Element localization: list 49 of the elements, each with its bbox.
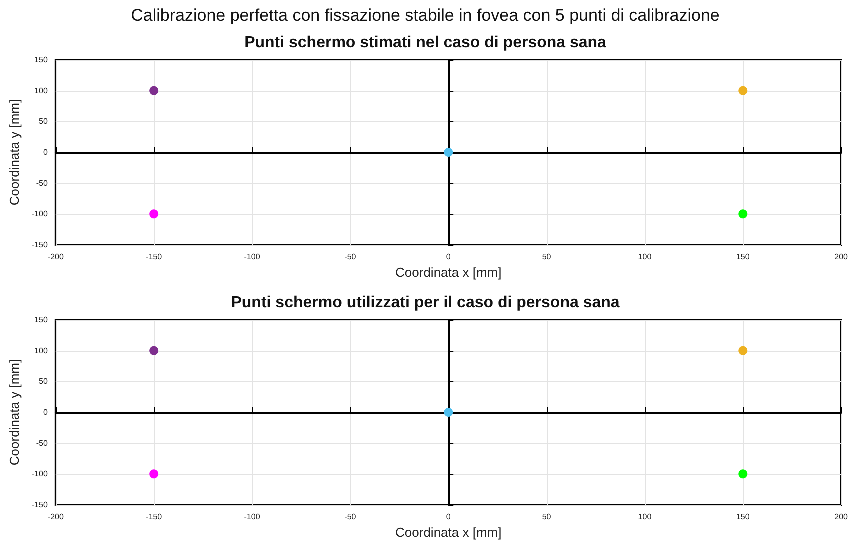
- x-tick-label: -200: [48, 512, 64, 522]
- x-tick-label: -100: [244, 252, 261, 262]
- y-tick-label: -150: [32, 240, 48, 250]
- x-tick-label: 150: [736, 252, 750, 262]
- x-tick-label: 150: [736, 512, 750, 522]
- y-tick-label: 150: [34, 316, 48, 324]
- x-tick-label: 200: [834, 252, 849, 262]
- text: Calibrazione perfetta con fissazione stabile in fovea con 5 punti di calibrazione: [130, 6, 721, 26]
- point: [738, 210, 748, 219]
- x-tick-label: 200: [834, 512, 849, 522]
- x-tick-label: -100: [244, 512, 261, 522]
- y-tick-label: -100: [32, 470, 48, 479]
- point: [444, 148, 454, 157]
- point: [444, 408, 454, 417]
- point: [150, 470, 159, 479]
- x-tick-label: -50: [344, 252, 357, 262]
- x-axis-title: Coordinata x [mm]: [396, 264, 502, 280]
- x-tick-label: -200: [48, 252, 64, 262]
- x-tick-label: 0: [446, 252, 452, 262]
- y-tick-label: 50: [39, 117, 48, 126]
- x-tick-label: 100: [638, 512, 652, 522]
- x-tick-label: 100: [638, 252, 652, 262]
- y-tick-label: 0: [43, 148, 48, 157]
- point: [150, 86, 159, 96]
- y-tick-label: 0: [43, 408, 48, 417]
- x-tick-label: 50: [542, 512, 552, 522]
- y-tick-label: 100: [34, 86, 48, 96]
- y-tick-label: -50: [36, 438, 48, 448]
- point: [738, 346, 748, 356]
- chart-title: Punti schermo utilizzati per il caso di persona sana: [231, 294, 620, 312]
- y-tick-label: 150: [34, 56, 48, 64]
- point: [150, 210, 159, 219]
- x-tick-label: -150: [146, 252, 163, 262]
- point: [738, 470, 748, 479]
- x-tick-label: -50: [344, 512, 357, 522]
- chart-title: Punti schermo stimati nel caso di persona sana: [244, 34, 607, 52]
- y-tick-label: -100: [32, 210, 48, 219]
- x-axis-title: Coordinata x [mm]: [396, 524, 502, 540]
- y-tick-label: -50: [36, 178, 48, 188]
- y-tick-label: -150: [32, 500, 48, 510]
- point: [738, 86, 748, 96]
- point: [150, 346, 159, 356]
- x-tick-label: -150: [146, 512, 163, 522]
- x-tick-label: 0: [446, 512, 452, 522]
- y-axis-title: Coordinata y [mm]: [7, 99, 22, 206]
- y-tick-label: 100: [34, 346, 48, 356]
- y-tick-label: 50: [39, 377, 48, 386]
- y-axis-title: Coordinata y [mm]: [7, 359, 22, 466]
- x-tick-label: 50: [542, 252, 552, 262]
